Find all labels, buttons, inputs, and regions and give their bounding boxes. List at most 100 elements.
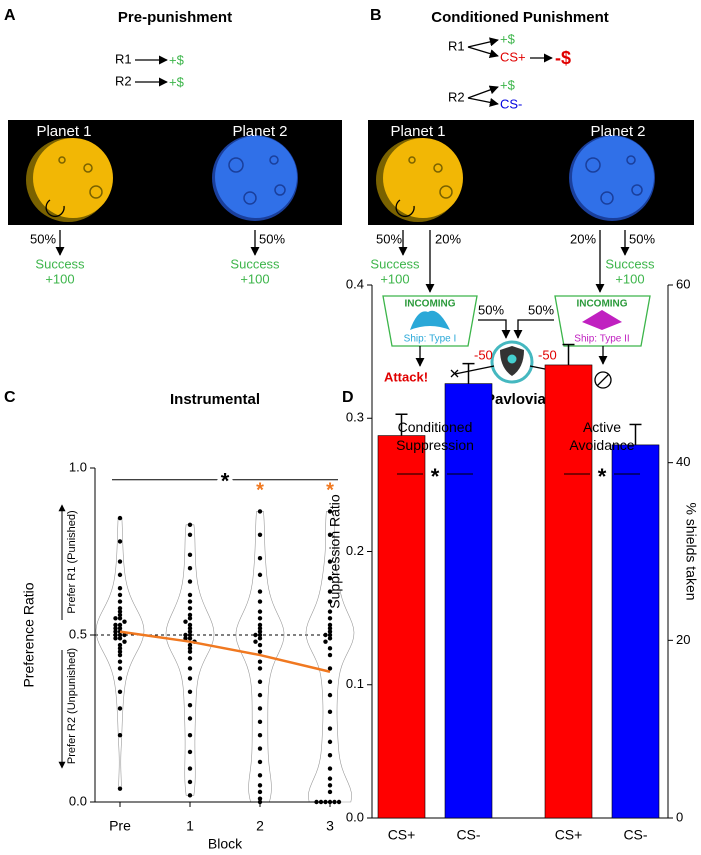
points: +100 <box>380 271 409 286</box>
data-point <box>187 793 193 798</box>
connector <box>454 365 495 375</box>
outcome: +$ <box>169 52 185 67</box>
data-point <box>117 666 123 671</box>
data-point <box>257 706 263 711</box>
data-point <box>327 679 333 684</box>
response: R2 <box>115 73 132 88</box>
data-point <box>257 626 263 631</box>
data-point <box>257 642 263 648</box>
response: R1 <box>448 38 465 53</box>
loss: -50 <box>474 347 493 362</box>
data-point <box>257 759 263 765</box>
data-point <box>187 632 193 638</box>
bar <box>611 444 660 819</box>
data-point <box>327 559 333 564</box>
x-tick-label: CS- <box>456 827 480 843</box>
data-point <box>187 606 193 611</box>
data-point <box>122 632 127 638</box>
outcome: +$ <box>500 31 516 46</box>
data-point <box>117 622 123 628</box>
data-point <box>117 586 123 591</box>
data-point <box>327 726 333 731</box>
panel-title: Pre-punishment <box>118 9 232 26</box>
data-point <box>187 689 193 694</box>
result: Success <box>370 256 420 271</box>
data-point <box>187 676 193 681</box>
outcome: +$ <box>169 74 185 89</box>
data-point <box>187 566 193 571</box>
arrow <box>478 319 511 339</box>
planet-label: Planet 1 <box>390 123 445 140</box>
data-point <box>117 676 123 681</box>
data-point <box>117 786 123 791</box>
data-point <box>117 646 123 651</box>
data-point <box>117 612 123 618</box>
data-point <box>257 636 263 641</box>
data-point <box>257 555 263 561</box>
data-point <box>183 632 188 638</box>
x-tick-label: CS+ <box>388 827 416 843</box>
significance: * <box>598 464 607 489</box>
y2-tick-label: 60 <box>676 276 690 291</box>
data-point <box>257 609 263 614</box>
significance: * <box>431 464 440 489</box>
data-point <box>187 716 193 721</box>
x-tick-label: CS- <box>623 827 647 843</box>
data-point <box>187 656 193 661</box>
data-point <box>327 709 333 715</box>
panel-letter: D <box>342 389 354 406</box>
y-tick-label: 0.3 <box>346 410 364 425</box>
ship-header: INCOMING <box>404 299 455 310</box>
data-point <box>257 746 263 751</box>
data-point <box>327 622 333 628</box>
data-point <box>257 679 263 684</box>
group-label: Active Avoidance <box>569 419 634 453</box>
data-point <box>117 659 123 664</box>
data-point <box>117 649 123 654</box>
planet-label: Planet 2 <box>232 123 287 140</box>
arrow <box>467 46 499 59</box>
data-point <box>327 632 333 638</box>
outcome: +$ <box>500 77 516 92</box>
data-point <box>327 636 333 641</box>
data-point <box>327 692 333 698</box>
result: Success <box>605 256 655 271</box>
data-point <box>187 636 193 641</box>
cs-minus: CS- <box>500 96 522 111</box>
data-point <box>327 789 333 795</box>
data-point <box>117 706 123 711</box>
data-point <box>187 642 193 648</box>
data-point <box>187 599 193 604</box>
y-axis-label: Suppression Ratio <box>327 494 343 609</box>
arrow <box>467 97 499 107</box>
data-point <box>117 559 123 564</box>
data-point <box>113 622 118 628</box>
data-point <box>327 666 333 671</box>
data-point <box>336 799 342 805</box>
data-point <box>117 592 123 598</box>
y-tick-label: 0.1 <box>346 676 364 691</box>
data-point <box>327 766 333 771</box>
data-point <box>187 666 193 671</box>
arrow <box>513 319 554 339</box>
points: +100 <box>615 271 644 286</box>
data-point <box>117 609 123 614</box>
punisher: -$ <box>555 48 571 68</box>
attack: Attack! <box>384 369 428 384</box>
planet-label: Planet 1 <box>36 123 91 140</box>
data-point <box>257 509 263 514</box>
data-point <box>187 702 193 708</box>
data-point <box>327 753 333 758</box>
data-point <box>327 629 333 634</box>
data-point <box>187 622 193 628</box>
data-point <box>257 659 263 664</box>
data-point <box>327 589 333 594</box>
result: Success <box>230 256 280 271</box>
data-point <box>187 649 193 654</box>
arrow <box>467 85 499 99</box>
y2-axis-label: % shields taken <box>683 502 699 600</box>
data-point <box>187 766 193 771</box>
data-point <box>187 626 193 631</box>
planet-yellow <box>26 138 113 222</box>
